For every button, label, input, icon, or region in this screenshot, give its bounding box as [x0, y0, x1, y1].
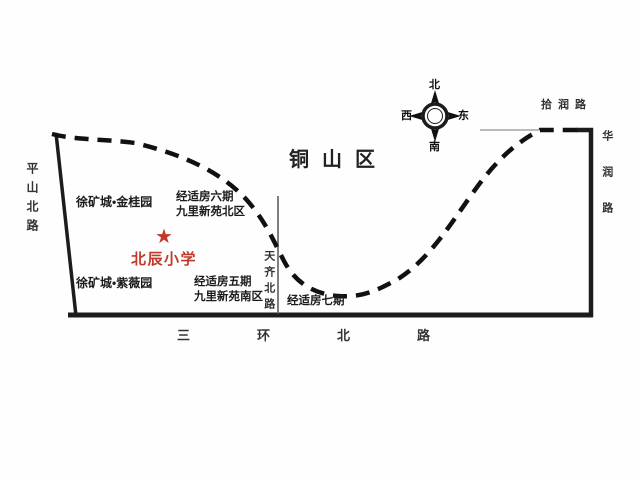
place-label-phase7: 经适房七期 — [287, 295, 345, 307]
road-label-sanhuan-north: 三环北路 — [177, 328, 498, 343]
compass-rose-icon — [409, 90, 461, 142]
road-label-shirun: 拾润路 — [541, 99, 592, 111]
place-label-phase5-line1: 经适房五期 — [194, 276, 252, 288]
compass-south-label: 南 — [429, 141, 440, 153]
school-name-label: 北辰小学 — [131, 251, 198, 268]
place-label-ziweiyuan: 徐矿城•紫薇园 — [76, 276, 153, 290]
school-star-icon: ★ — [155, 226, 173, 248]
place-label-phase6: 经适房六期 九里新苑北区 — [176, 190, 245, 220]
place-label-jinguiyuan: 徐矿城•金桂园 — [76, 195, 153, 209]
place-label-phase6-line1: 经适房六期 — [176, 191, 234, 203]
place-label-phase6-line2: 九里新苑北区 — [176, 206, 245, 218]
road-label-tianqi-north: 天齐北路 — [262, 250, 275, 314]
road-label-huarun: 华润路 — [600, 130, 613, 238]
place-label-phase5: 经适房五期 九里新苑南区 — [194, 275, 263, 305]
road-line-huarun — [576, 127, 594, 317]
boundary-dashed-line — [51, 127, 585, 299]
compass-west-label: 西 — [401, 110, 412, 122]
district-label: 铜山区 — [289, 149, 388, 171]
compass-north-label: 北 — [429, 79, 440, 91]
road-label-pingshan-north: 平山北路 — [25, 162, 39, 238]
compass-east-label: 东 — [458, 110, 469, 122]
place-label-phase5-line2: 九里新苑南区 — [194, 291, 263, 303]
road-line-pingshan — [54, 132, 78, 317]
